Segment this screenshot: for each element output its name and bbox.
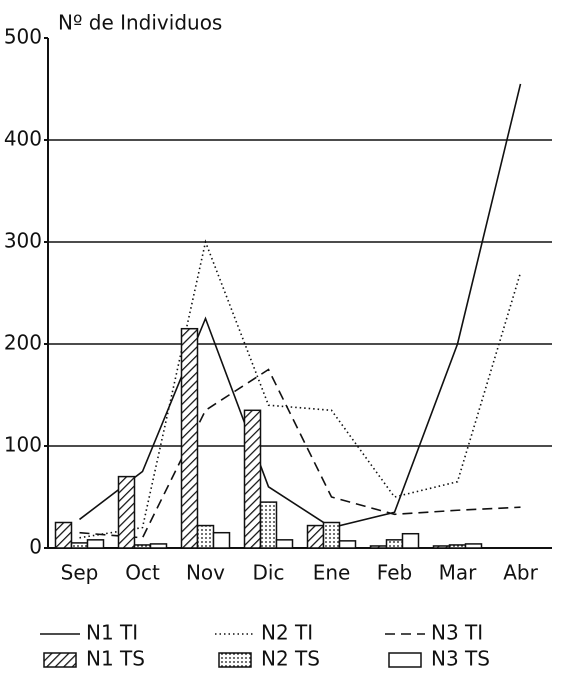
bar (70, 542, 89, 549)
legend-swatch (388, 652, 422, 668)
x-tick-label: Oct (125, 561, 160, 585)
y-tick-label: 200 (4, 331, 42, 355)
bar (338, 540, 357, 549)
bar (322, 521, 341, 549)
bar (86, 539, 105, 549)
legend-label: N1 TI (86, 621, 138, 645)
legend-swatch (43, 652, 77, 668)
bar (385, 539, 404, 549)
y-tick-label: 400 (4, 127, 42, 151)
x-tick-label: Mar (439, 561, 478, 585)
x-tick-label: Dic (253, 561, 285, 585)
bar (212, 531, 231, 549)
bar (259, 501, 278, 549)
bar (401, 532, 420, 549)
line-series (79, 368, 521, 539)
x-tick-label: Feb (377, 561, 412, 585)
bar (196, 524, 215, 549)
legend-label: N3 TI (431, 621, 483, 645)
bar (464, 543, 483, 549)
bar (117, 475, 136, 549)
legend-label: N2 TS (261, 647, 320, 671)
bar (149, 543, 168, 549)
y-tick-label: 300 (4, 229, 42, 253)
bar (432, 545, 451, 549)
bar (54, 521, 73, 549)
legend-label: N3 TS (431, 647, 490, 671)
y-tick-label: 0 (29, 535, 42, 559)
legend-label: N1 TS (86, 647, 145, 671)
bar (243, 409, 262, 549)
x-tick-label: Ene (313, 561, 351, 585)
line-series (79, 83, 522, 529)
y-tick-label: 100 (4, 433, 42, 457)
bar (133, 544, 152, 549)
x-tick-label: Sep (61, 561, 99, 585)
legend-swatch (218, 652, 252, 668)
bar (180, 327, 199, 549)
bar (275, 539, 294, 549)
bar (369, 545, 388, 549)
x-tick-label: Abr (503, 561, 538, 585)
x-tick-label: Nov (186, 561, 225, 585)
legend-label: N2 TI (261, 621, 313, 645)
chart-title: Nº de Individuos (58, 11, 222, 35)
bar (306, 524, 325, 549)
bar (448, 544, 467, 549)
y-tick-label: 500 (4, 25, 42, 49)
line-series (79, 239, 522, 539)
